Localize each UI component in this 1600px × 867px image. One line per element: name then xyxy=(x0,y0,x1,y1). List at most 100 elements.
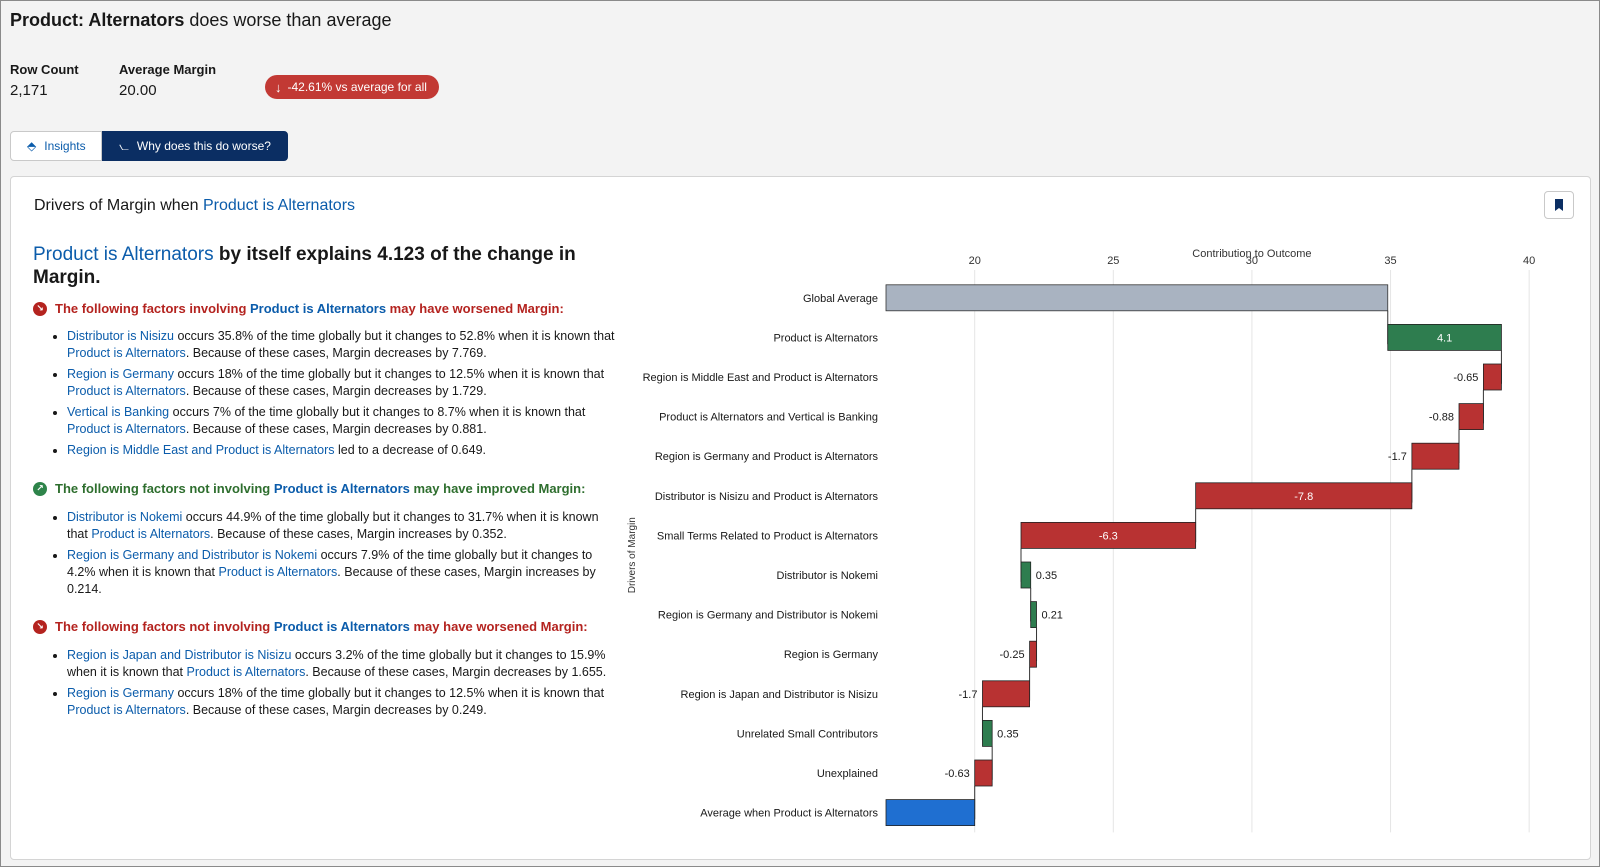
factor-link[interactable]: Product is Alternators xyxy=(67,346,186,360)
list-item: Region is Germany and Distributor is Nok… xyxy=(67,547,615,598)
factor-link[interactable]: Product is Alternators xyxy=(186,665,306,679)
list-item: Region is Germany occurs 18% of the time… xyxy=(67,685,615,719)
waterfall-bar xyxy=(1387,324,1502,351)
factor-text: . Because of these cases, Margin increas… xyxy=(67,565,596,596)
section-post: may have improved Margin: xyxy=(409,481,586,496)
waterfall-bar xyxy=(885,799,976,826)
factor-text: led to a decrease of 0.649. xyxy=(334,443,486,457)
x-tick-label: 30 xyxy=(1246,255,1258,267)
factor-link[interactable]: Region is Japan and Distributor is Nisiz… xyxy=(67,648,292,662)
trend-down-icon: ↘ xyxy=(33,301,47,316)
section-link[interactable]: Product is Alternators xyxy=(273,619,410,634)
factor-list-worsened-involving: Distributor is Nisizu occurs 35.8% of th… xyxy=(55,328,615,463)
factor-text: . Because of these cases, Margin decreas… xyxy=(185,384,487,398)
factor-link[interactable]: Product is Alternators xyxy=(67,422,186,436)
factor-link[interactable]: Region is Germany xyxy=(67,367,174,381)
row-label: Region is Germany xyxy=(784,649,879,661)
row-label: Region is Middle East and Product is Alt… xyxy=(643,372,879,384)
chart-icon: ⦦ xyxy=(119,138,129,153)
list-item: Vertical is Banking occurs 7% of the tim… xyxy=(67,404,615,438)
factor-text: occurs 18% of the time globally but it c… xyxy=(174,367,605,381)
data-label: -1.7 xyxy=(959,689,978,701)
trend-down-icon: ↘ xyxy=(33,619,47,634)
factor-list-worsened-not-involving: Region is Japan and Distributor is Nisiz… xyxy=(55,647,615,723)
factor-link[interactable]: Region is Germany xyxy=(67,686,174,700)
x-tick-label: 20 xyxy=(969,255,981,267)
data-label: -1.7 xyxy=(1388,451,1407,463)
data-label: 0.35 xyxy=(997,728,1018,740)
list-item: Distributor is Nisizu occurs 35.8% of th… xyxy=(67,328,615,362)
data-label: 0.35 xyxy=(1036,570,1057,582)
factor-link[interactable]: Distributor is Nokemi xyxy=(67,510,183,524)
page-title-rest: does worse than average xyxy=(184,10,392,30)
drivers-card: Drivers of Margin when Product is Altern… xyxy=(10,176,1591,860)
waterfall-bar xyxy=(1458,403,1484,431)
factor-link[interactable]: Product is Alternators xyxy=(67,703,186,717)
waterfall-bar xyxy=(982,719,993,747)
factor-text: . Because of these cases, Margin decreas… xyxy=(305,665,607,679)
section-pre: The following factors not involving xyxy=(55,619,274,634)
waterfall-bar xyxy=(1029,640,1037,668)
row-label: Region is Germany and Product is Alterna… xyxy=(655,451,879,463)
card-title-link[interactable]: Product is Alternators xyxy=(202,197,356,214)
x-axis-title: Contribution to Outcome xyxy=(1192,248,1311,260)
factor-text: . Because of these cases, Margin decreas… xyxy=(185,346,487,360)
tab-insights[interactable]: ⬘ Insights xyxy=(10,131,102,161)
tab-why-worse-label: Why does this do worse? xyxy=(136,139,271,153)
page-title-bold: Product: Alternators xyxy=(10,10,185,30)
factor-link[interactable]: Product is Alternators xyxy=(91,527,211,541)
tab-why-worse[interactable]: ⦦ Why does this do worse? xyxy=(102,131,288,161)
data-label: -7.8 xyxy=(1294,491,1313,503)
factor-text: occurs 3.2% of the time globally but it … xyxy=(67,648,606,679)
card-title-prefix: Drivers of Margin when xyxy=(34,197,203,214)
waterfall-chart-svg: Contribution to Outcome 20 25 30 35 40 Drivers… xyxy=(627,248,1535,833)
factor-link[interactable]: Vertical is Banking xyxy=(67,405,170,419)
row-label: Distributor is Nisizu and Product is Alt… xyxy=(655,491,879,503)
row-label: Unexplained xyxy=(817,768,878,780)
view-tabs: ⬘ Insights ⦦ Why does this do worse? xyxy=(10,131,288,161)
factor-text: . Because of these cases, Margin decreas… xyxy=(185,703,487,717)
data-label: 0.21 xyxy=(1042,610,1063,622)
list-item: Region is Germany occurs 18% of the time… xyxy=(67,366,615,400)
section-post: may have worsened Margin: xyxy=(386,301,564,316)
factor-link[interactable]: Region is Germany and Distributor is Nok… xyxy=(67,548,318,562)
data-label: 4.1 xyxy=(1437,332,1452,344)
page-title: Product: Alternators does worse than ave… xyxy=(10,10,392,31)
row-label: Unrelated Small Contributors xyxy=(737,728,879,740)
headline-link[interactable]: Product is Alternators xyxy=(33,244,214,265)
factor-text: occurs 18% of the time globally but it c… xyxy=(174,686,605,700)
data-label: -0.65 xyxy=(1453,372,1478,384)
row-label: Global Average xyxy=(803,293,878,305)
waterfall-bar xyxy=(1020,561,1032,589)
tab-insights-label: Insights xyxy=(44,139,86,153)
x-tick-label: 25 xyxy=(1107,255,1119,267)
waterfall-bar xyxy=(1195,482,1413,510)
row-count-value: 2,171 xyxy=(10,82,48,99)
waterfall-bar xyxy=(1030,601,1037,629)
waterfall-bar xyxy=(974,759,993,787)
row-label: Distributor is Nokemi xyxy=(777,570,878,582)
factor-link[interactable]: Region is Middle East and Product is Alt… xyxy=(67,443,335,457)
y-axis-title: Drivers of Margin xyxy=(627,517,638,593)
waterfall-bar xyxy=(1411,442,1460,470)
factor-text: occurs 7% of the time globally but it ch… xyxy=(169,405,586,419)
x-tick-label: 35 xyxy=(1384,255,1396,267)
section-link[interactable]: Product is Alternators xyxy=(273,481,410,496)
card-title: Drivers of Margin when Product is Altern… xyxy=(34,197,355,215)
list-item: Region is Middle East and Product is Alt… xyxy=(67,442,615,459)
factor-link[interactable]: Product is Alternators xyxy=(67,384,186,398)
section-post: may have worsened Margin: xyxy=(409,619,588,634)
x-tick-label: 40 xyxy=(1523,255,1535,267)
section-pre: The following factors not involving xyxy=(55,481,274,496)
bookmark-button[interactable] xyxy=(1544,191,1574,219)
factor-link[interactable]: Product is Alternators xyxy=(218,565,338,579)
section-heading-improved-not-involving: ↗ The following factors not involving Pr… xyxy=(33,481,585,496)
factor-link[interactable]: Distributor is Nisizu xyxy=(67,329,174,343)
data-label: -0.63 xyxy=(945,768,970,780)
section-link[interactable]: Product is Alternators xyxy=(250,301,387,316)
data-label: -0.25 xyxy=(1000,649,1025,661)
waterfall-chart: Contribution to Outcome 20 25 30 35 40 Drivers… xyxy=(621,232,1581,852)
factor-text: . Because of these cases, Margin increas… xyxy=(210,527,507,541)
row-label: Small Terms Related to Product is Altern… xyxy=(657,530,879,542)
